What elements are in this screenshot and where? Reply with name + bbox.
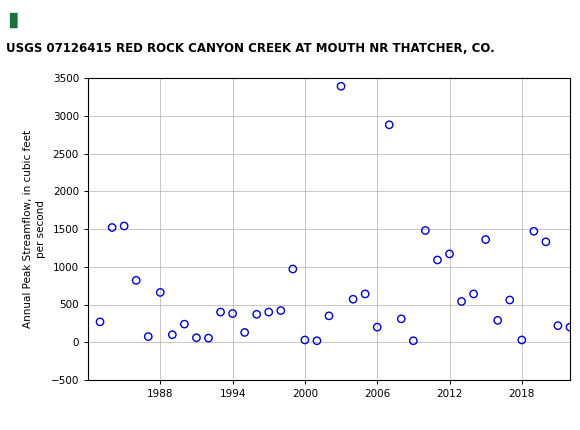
- Point: [155, 289, 165, 296]
- Point: [566, 324, 575, 331]
- Point: [228, 310, 237, 317]
- Point: [204, 335, 213, 341]
- Point: [132, 277, 141, 284]
- Point: [107, 224, 117, 231]
- Point: [276, 307, 285, 314]
- Point: [95, 319, 104, 326]
- Point: [336, 83, 346, 90]
- Point: [264, 309, 273, 316]
- Point: [469, 291, 478, 298]
- Point: [541, 238, 550, 245]
- Point: [240, 329, 249, 336]
- Text: USGS 07126415 RED ROCK CANYON CREEK AT MOUTH NR THATCHER, CO.: USGS 07126415 RED ROCK CANYON CREEK AT M…: [6, 42, 495, 55]
- Text: █: █: [9, 12, 17, 28]
- Point: [119, 223, 129, 230]
- Point: [252, 311, 262, 318]
- Point: [180, 321, 189, 328]
- Point: [409, 337, 418, 344]
- Point: [385, 121, 394, 128]
- Point: [168, 331, 177, 338]
- Point: [288, 266, 298, 273]
- Point: [216, 309, 225, 316]
- Point: [493, 317, 502, 324]
- Point: [553, 322, 563, 329]
- Point: [300, 337, 310, 344]
- Point: [505, 297, 514, 304]
- Y-axis label: Annual Peak Streamflow, in cubic feet
per second: Annual Peak Streamflow, in cubic feet pe…: [23, 130, 46, 328]
- Point: [529, 228, 538, 235]
- Point: [312, 337, 321, 344]
- Point: [361, 291, 370, 298]
- Point: [372, 324, 382, 331]
- Point: [192, 334, 201, 341]
- Point: [144, 333, 153, 340]
- Point: [397, 316, 406, 322]
- Point: [517, 337, 527, 344]
- Point: [349, 296, 358, 303]
- Point: [433, 257, 442, 264]
- Point: [445, 250, 454, 257]
- Point: [481, 236, 490, 243]
- Point: [457, 298, 466, 305]
- Point: [324, 312, 334, 319]
- FancyBboxPatch shape: [7, 5, 59, 35]
- Text: USGS: USGS: [65, 12, 112, 28]
- Point: [420, 227, 430, 234]
